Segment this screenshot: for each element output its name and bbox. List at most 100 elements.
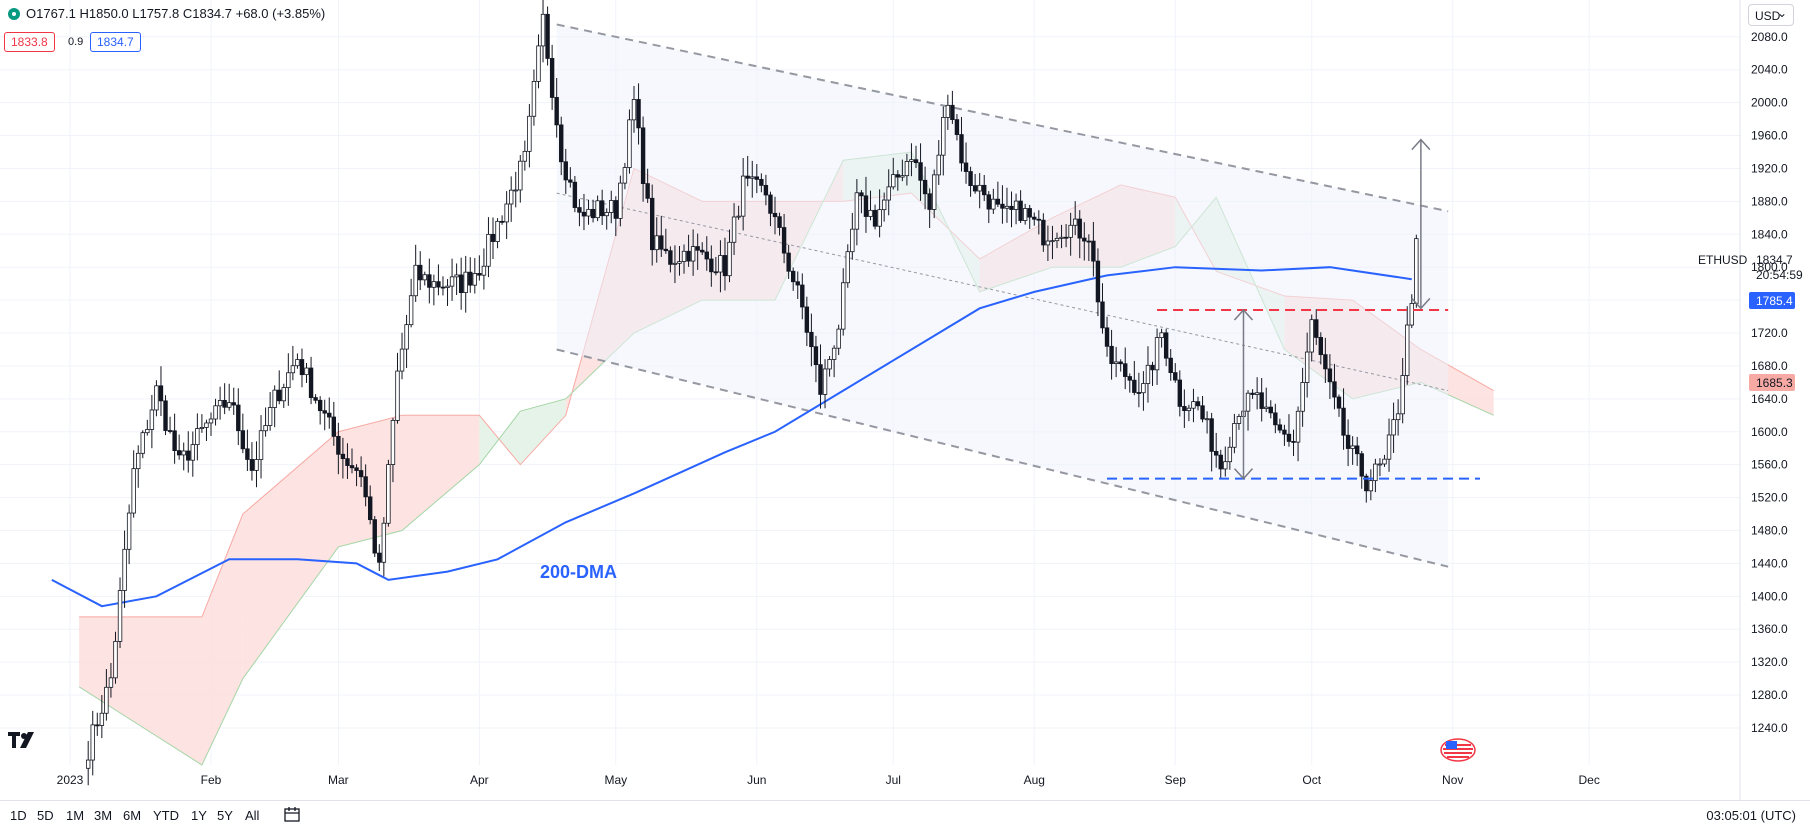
candle-body xyxy=(1132,379,1137,393)
candle-body xyxy=(1282,429,1287,435)
candle-body xyxy=(1068,224,1073,238)
range-all[interactable]: All xyxy=(245,808,260,823)
buy-price-button[interactable]: 1834.7 xyxy=(90,32,141,52)
candle-body xyxy=(1072,218,1078,226)
candle-body xyxy=(718,255,723,273)
candle-body xyxy=(340,453,346,460)
range-6m[interactable]: 6M xyxy=(123,808,142,823)
candle-body xyxy=(1000,203,1005,209)
candle-body xyxy=(1054,237,1060,242)
us-flag-icon[interactable] xyxy=(1440,738,1476,762)
candle-body xyxy=(399,348,405,372)
calendar-icon[interactable] xyxy=(284,806,300,822)
candle-body xyxy=(1177,379,1183,407)
candle-body xyxy=(204,422,209,428)
range-5y[interactable]: 5Y xyxy=(217,808,233,823)
range-1m[interactable]: 1M xyxy=(66,808,85,823)
cloud-segment xyxy=(338,415,403,547)
candle-body xyxy=(258,430,264,460)
candle-body xyxy=(790,270,796,283)
candle-body xyxy=(977,184,982,192)
candle-body xyxy=(145,429,150,434)
candle-body xyxy=(1145,364,1151,384)
candle-body xyxy=(1223,461,1228,470)
x-tick-label: Dec xyxy=(1578,773,1599,787)
candle-body xyxy=(800,284,805,308)
candle-body xyxy=(568,179,573,183)
target-arrow-head-down xyxy=(1411,297,1431,310)
candle-body xyxy=(508,189,514,205)
candle-body xyxy=(663,248,669,252)
candle-body xyxy=(877,209,882,227)
candle-body xyxy=(458,274,464,294)
candle-body xyxy=(1409,303,1414,326)
candle-body xyxy=(599,200,605,217)
candle-body xyxy=(1227,446,1233,463)
ma-price-tag-text: 1785.4 xyxy=(1756,294,1793,308)
candle-body xyxy=(549,58,555,98)
y-tick-label: 1320.0 xyxy=(1751,655,1788,669)
candle-body xyxy=(1050,240,1055,243)
candle-body xyxy=(945,104,951,118)
candle-body xyxy=(1022,208,1028,221)
candle-body xyxy=(172,430,177,451)
range-5d[interactable]: 5D xyxy=(37,808,54,823)
candle-body xyxy=(1013,200,1019,210)
currency-select[interactable]: USD xyxy=(1748,2,1794,26)
x-axis: 2023 Feb Mar Apr May Jun Jul Aug Sep Oct Nov Dec xyxy=(57,773,1600,787)
range-ytd[interactable]: YTD xyxy=(153,808,179,823)
y-tick-label: 2080.0 xyxy=(1751,30,1788,44)
price-chart[interactable]: 1240.0 1280.0 1320.0 1360.0 1400.0 1440.0 1480… xyxy=(0,0,1810,800)
candle-body xyxy=(963,162,969,172)
candle-body xyxy=(190,444,196,461)
candle-body xyxy=(349,465,355,469)
candle-body xyxy=(727,241,732,277)
y-tick-label: 2000.0 xyxy=(1751,96,1788,110)
candle-body xyxy=(750,176,755,179)
candle-body xyxy=(1364,475,1369,492)
candle-body xyxy=(408,295,414,326)
candle-body xyxy=(631,99,637,121)
candle-body xyxy=(336,435,341,455)
range-3m[interactable]: 3M xyxy=(94,808,113,823)
candle-body xyxy=(1118,361,1123,365)
candle-body xyxy=(372,519,377,554)
candle-body xyxy=(1218,454,1223,470)
y-tick-label: 1720.0 xyxy=(1751,326,1788,340)
y-tick-label: 1240.0 xyxy=(1751,721,1788,735)
candle-body xyxy=(627,119,632,168)
candle-body xyxy=(572,181,578,208)
candle-body xyxy=(95,724,100,727)
candle-body xyxy=(690,246,696,262)
candle-body xyxy=(841,282,846,330)
level-lines xyxy=(1107,138,1480,480)
ma-line xyxy=(51,266,1412,608)
candle-body xyxy=(1250,392,1255,395)
candle-body xyxy=(1032,216,1037,220)
sell-price-button[interactable]: 1833.8 xyxy=(4,32,55,52)
utc-clock[interactable]: 03:05:01 (UTC) xyxy=(1706,808,1796,823)
candle-body xyxy=(745,175,750,179)
candle-body xyxy=(1286,433,1292,442)
tradingview-logo-icon[interactable] xyxy=(8,732,40,754)
candle-body xyxy=(668,250,673,265)
candle-body xyxy=(909,159,914,162)
candle-body xyxy=(1195,401,1201,407)
cloud-segment xyxy=(520,398,566,465)
candle-body xyxy=(804,306,810,333)
symbol-countdown: 20:54:59 xyxy=(1756,268,1803,282)
y-axis: 1240.0 1280.0 1320.0 1360.0 1400.0 1440.0 1480… xyxy=(1739,0,1788,800)
candle-body xyxy=(181,450,186,456)
range-1d[interactable]: 1D xyxy=(10,808,27,823)
candle-body xyxy=(527,115,532,152)
candle-body xyxy=(531,81,537,117)
candle-body xyxy=(99,712,105,726)
candle-body xyxy=(390,420,396,465)
candle-body xyxy=(1004,205,1010,209)
symbol-name: ETHUSD xyxy=(1698,253,1748,267)
candle-body xyxy=(759,178,764,186)
range-1y[interactable]: 1Y xyxy=(191,808,207,823)
cloud-segment xyxy=(79,616,202,765)
candle-body xyxy=(217,400,223,407)
candle-body xyxy=(490,233,496,242)
